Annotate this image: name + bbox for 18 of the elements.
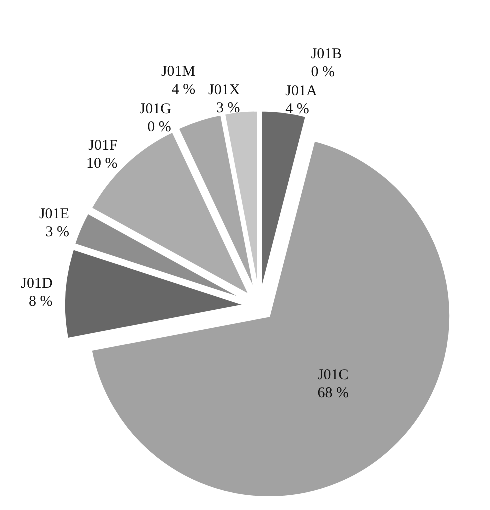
- slice-label: J01C: [318, 367, 349, 384]
- data-label: 3 %: [216, 100, 240, 117]
- category-label: J01G: [140, 101, 172, 118]
- data-label: 8 %: [29, 294, 53, 310]
- slice-label: J01A: [286, 83, 318, 100]
- slice-label: J01X: [208, 82, 240, 99]
- data-label: 10 %: [86, 156, 118, 172]
- category-label: J01B: [311, 46, 342, 63]
- slice-label: J01F: [88, 138, 118, 154]
- data-label: 4 %: [172, 82, 196, 98]
- data-label: 68 %: [318, 385, 350, 402]
- slice-label: J01E: [39, 206, 70, 223]
- slice-label: J01M: [161, 64, 196, 80]
- text: 0 %: [148, 119, 172, 136]
- slice-label: J01D: [21, 276, 53, 292]
- text: 0 %: [311, 64, 336, 81]
- data-label: 3 %: [46, 224, 70, 241]
- data-label: 4 %: [286, 101, 310, 118]
